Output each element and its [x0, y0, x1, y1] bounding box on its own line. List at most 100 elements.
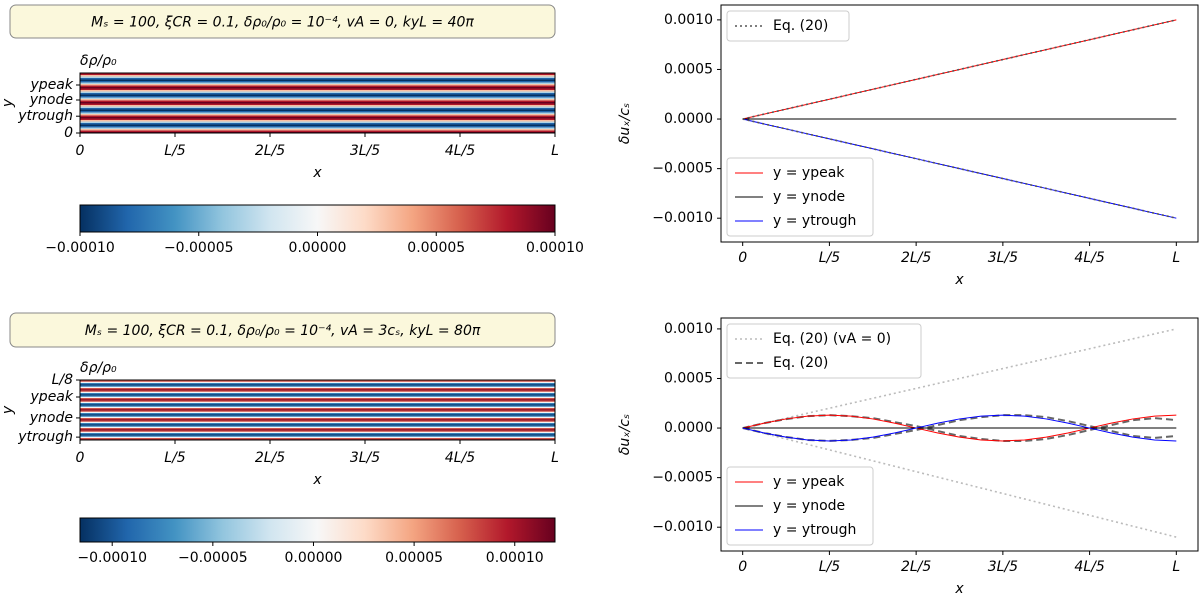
heatmap-row	[80, 80, 555, 83]
heatmap-row	[80, 118, 555, 120]
x-axis-label: x	[312, 165, 322, 181]
x-tick-label: 2L/5	[255, 143, 285, 159]
heatmap-row	[80, 98, 555, 101]
y-tick-label: ynode	[29, 92, 73, 108]
heatmap-row	[80, 392, 555, 395]
y-tick-label: 0.0005	[664, 61, 713, 77]
heatmap-row	[80, 380, 555, 382]
y-tick-label: 0.0000	[664, 420, 713, 436]
colorbar-label: δρ/ρ₀	[80, 53, 117, 69]
plot-frame	[79, 379, 556, 441]
legend-label: y = ynode	[773, 189, 845, 205]
colorbar-tick-label: −0.00010	[45, 240, 115, 256]
heatmap-row	[80, 437, 555, 440]
x-tick-label: L/5	[164, 450, 186, 466]
x-tick-label: 0	[76, 450, 85, 466]
heatmap-row	[80, 398, 555, 401]
x-tick-label: 2L/5	[901, 559, 931, 575]
heatmap-row	[80, 86, 555, 89]
x-tick-label: L	[551, 143, 559, 159]
heatmap-row	[80, 113, 555, 116]
heatmap-row	[80, 115, 555, 117]
heatmap-row	[80, 79, 555, 81]
heatmap-row	[80, 433, 555, 436]
x-tick-label: 3L/5	[988, 250, 1018, 266]
heatmap-row	[80, 421, 555, 423]
x-tick-label: 3L/5	[350, 450, 380, 466]
heatmap-row	[80, 107, 555, 110]
heatmap-row	[80, 418, 555, 421]
plot-frame	[720, 317, 1199, 552]
heatmap-row	[80, 89, 555, 92]
heatmap-row	[80, 382, 555, 385]
y-tick-label: −0.0005	[652, 470, 713, 486]
heatmap-row	[80, 106, 555, 108]
colorbar-tick-label: 0.00005	[407, 240, 465, 256]
y-tick-label: ypeak	[30, 77, 74, 93]
x-tick-label: 3L/5	[988, 559, 1018, 575]
y-tick-label: ytrough	[17, 429, 73, 445]
heatmap-row	[80, 387, 555, 390]
heatmap-row	[80, 74, 555, 77]
heatmap-row	[80, 116, 555, 119]
heatmap-row	[80, 112, 555, 114]
legend-label: Eq. (20)	[773, 18, 828, 34]
heatmap-row	[80, 130, 555, 132]
y-tick-label: ytrough	[17, 108, 73, 124]
series-line	[742, 118, 1177, 219]
heatmap-row	[80, 401, 555, 403]
x-tick-label: L/5	[164, 143, 186, 159]
x-tick-label: L	[1172, 250, 1180, 266]
y-tick-label: 0.0010	[664, 12, 713, 28]
legend-box	[726, 466, 874, 546]
heatmap-row	[80, 411, 555, 413]
legend-label: y = ytrough	[773, 522, 856, 538]
heatmap-row	[80, 428, 555, 431]
legend-label: Eq. (20) (vA = 0)	[773, 331, 891, 347]
heatmap-row	[80, 413, 555, 416]
heatmap-row	[80, 432, 555, 435]
y-axis-label: y	[0, 98, 16, 108]
heatmap-row	[80, 425, 555, 427]
x-tick-label: 2L/5	[901, 250, 931, 266]
heatmap-row	[80, 73, 555, 75]
y-axis-label: δuₓ/cₛ	[617, 103, 633, 144]
heatmap-row	[80, 431, 555, 433]
x-tick-label: L/5	[819, 250, 841, 266]
colorbar-tick-label: −0.00005	[178, 550, 248, 566]
legend-label: y = ypeak	[773, 474, 845, 490]
heatmap-row	[80, 127, 555, 129]
y-tick-label: 0	[64, 125, 73, 141]
x-axis-label: x	[312, 472, 322, 488]
x-tick-label: 4L/5	[445, 450, 475, 466]
y-tick-label: L/8	[52, 372, 74, 388]
heatmap-row	[80, 417, 555, 420]
x-axis-label: x	[954, 581, 964, 595]
heatmap-row	[80, 101, 555, 104]
heatmap-row	[80, 397, 555, 400]
legend-box	[726, 323, 922, 379]
heatmap-row	[80, 420, 555, 422]
heatmap-row	[80, 407, 555, 410]
heatmap-row	[80, 125, 555, 128]
heatmap-row	[80, 121, 555, 123]
heatmap-row	[80, 100, 555, 102]
plot-frame	[79, 72, 556, 134]
heatmap-row	[80, 415, 555, 417]
heatmap-row	[80, 94, 555, 96]
heatmap-row	[80, 383, 555, 386]
x-tick-label: 3L/5	[350, 143, 380, 159]
plot-frame	[720, 4, 1199, 243]
heatmap-row	[80, 430, 555, 432]
heatmap-row	[80, 109, 555, 111]
colorbar-tick-label: 0.00005	[385, 550, 443, 566]
x-tick-label: L/5	[819, 559, 841, 575]
y-tick-label: −0.0010	[652, 519, 713, 535]
heatmap-row	[80, 416, 555, 418]
heatmap-row	[80, 119, 555, 122]
heatmap-row	[80, 436, 555, 438]
heatmap-row	[80, 403, 555, 406]
heatmap-row	[80, 412, 555, 415]
legend-box	[726, 10, 850, 42]
